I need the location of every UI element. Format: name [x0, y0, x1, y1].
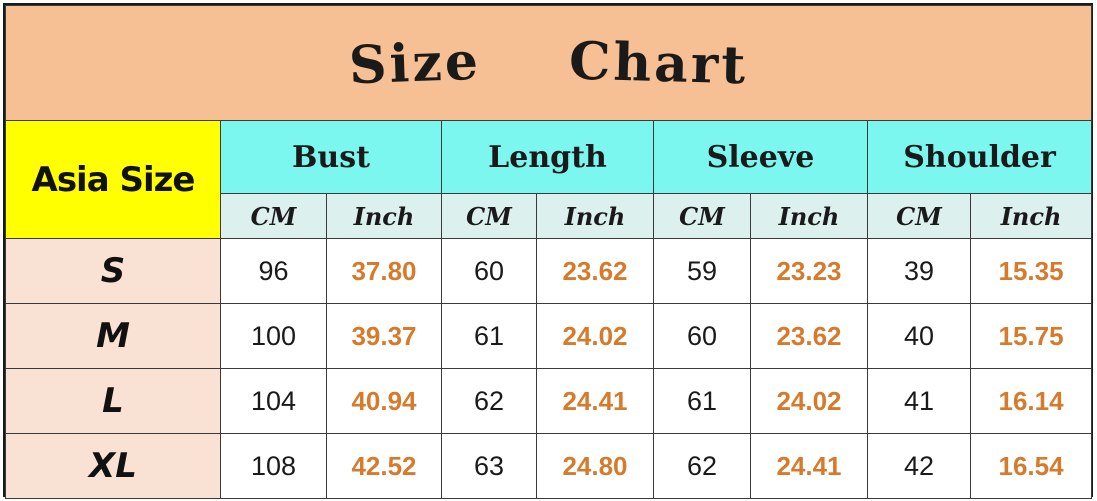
chart-title: Size Chart	[4, 5, 1093, 121]
length-inch-cell: 23.62	[536, 238, 654, 304]
row-header-label: Asia Size	[5, 120, 221, 239]
bust-cm-cell: 104	[220, 368, 327, 434]
sleeve-inch-cell: 24.41	[750, 433, 868, 499]
title-word-1: Size	[347, 30, 482, 96]
bust-inch-cell: 40.94	[326, 368, 442, 434]
unit-header-inch: Inch	[969, 193, 1093, 239]
unit-header-inch: Inch	[536, 193, 654, 239]
size-chart-frame: Size Chart Asia Size Bust Length Sleeve S…	[3, 3, 1093, 499]
unit-header-inch: Inch	[750, 193, 868, 239]
bust-cm-cell: 108	[220, 433, 327, 499]
group-header-shoulder: Shoulder	[866, 120, 1093, 194]
length-inch-cell: 24.02	[536, 303, 654, 369]
group-header-sleeve: Sleeve	[653, 120, 868, 194]
table-row: S 96 37.80 60 23.62 59 23.23 39 15.35	[5, 238, 1093, 304]
bust-inch-cell: 39.37	[326, 303, 442, 369]
size-label: S	[5, 238, 221, 304]
bust-inch-cell: 42.52	[326, 433, 442, 499]
bust-inch-cell: 37.80	[326, 238, 442, 304]
sleeve-cm-cell: 61	[653, 368, 751, 434]
sleeve-inch-cell: 24.02	[750, 368, 868, 434]
size-label: M	[5, 303, 221, 369]
unit-header-cm: CM	[653, 193, 751, 239]
sleeve-cm-cell: 62	[653, 433, 751, 499]
unit-header-cm: CM	[867, 193, 971, 239]
table-row: XL 108 42.52 63 24.80 62 24.41 42 16.54	[5, 433, 1093, 499]
length-cm-cell: 62	[441, 368, 537, 434]
bust-cm-cell: 96	[220, 238, 327, 304]
title-word-2: Chart	[568, 30, 749, 96]
group-header-length: Length	[441, 120, 654, 194]
shoulder-inch-cell: 16.54	[969, 433, 1093, 499]
table-row: M 100 39.37 61 24.02 60 23.62 40 15.75	[5, 303, 1093, 369]
length-inch-cell: 24.41	[536, 368, 654, 434]
unit-header-cm: CM	[441, 193, 537, 239]
sleeve-cm-cell: 59	[653, 238, 751, 304]
length-inch-cell: 24.80	[536, 433, 654, 499]
length-cm-cell: 63	[441, 433, 537, 499]
length-cm-cell: 60	[441, 238, 537, 304]
size-label: XL	[5, 433, 221, 499]
bust-cm-cell: 100	[220, 303, 327, 369]
size-chart-table: Size Chart Asia Size Bust Length Sleeve S…	[4, 5, 1093, 499]
shoulder-inch-cell: 15.35	[969, 238, 1093, 304]
sleeve-inch-cell: 23.23	[750, 238, 868, 304]
unit-header-inch: Inch	[326, 193, 442, 239]
shoulder-cm-cell: 40	[867, 303, 971, 369]
shoulder-inch-cell: 16.14	[969, 368, 1093, 434]
table-row: L 104 40.94 62 24.41 61 24.02 41 16.14	[5, 368, 1093, 434]
shoulder-cm-cell: 41	[867, 368, 971, 434]
length-cm-cell: 61	[441, 303, 537, 369]
sleeve-inch-cell: 23.62	[750, 303, 868, 369]
shoulder-cm-cell: 42	[867, 433, 971, 499]
shoulder-cm-cell: 39	[867, 238, 971, 304]
unit-header-cm: CM	[220, 193, 327, 239]
size-label: L	[5, 368, 221, 434]
shoulder-inch-cell: 15.75	[969, 303, 1093, 369]
group-header-bust: Bust	[220, 120, 442, 194]
sleeve-cm-cell: 60	[653, 303, 751, 369]
